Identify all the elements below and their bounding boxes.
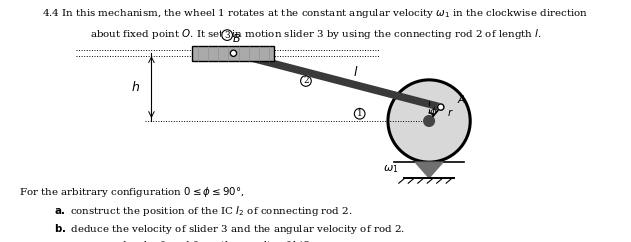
Text: For the arbitrary configuration $0 \leq \phi \leq 90°$,: For the arbitrary configuration $0 \leq … — [19, 185, 244, 199]
Text: 4.4 In this mechanism, the wheel 1 rotates at the constant angular velocity $\om: 4.4 In this mechanism, the wheel 1 rotat… — [42, 7, 589, 20]
Circle shape — [300, 76, 311, 86]
Text: $h$: $h$ — [131, 80, 140, 94]
Bar — [192, 46, 274, 60]
Text: $\omega_1$: $\omega_1$ — [384, 163, 399, 175]
Circle shape — [355, 108, 365, 119]
Text: 1: 1 — [357, 109, 363, 118]
Text: $r$: $r$ — [447, 107, 454, 119]
Text: $\mathbf{a.}$ construct the position of the IC $I_2$ of connecting rod 2.: $\mathbf{a.}$ construct the position of … — [54, 204, 352, 219]
Text: $\mathbf{c.}$ can $\mathbf{a}_B$ and $\alpha_2$ be found from the results of b)?: $\mathbf{c.}$ can $\mathbf{a}_B$ and $\a… — [54, 239, 310, 242]
Text: $\mathbf{b.}$ deduce the velocity of slider 3 and the angular velocity of rod 2.: $\mathbf{b.}$ deduce the velocity of sli… — [54, 222, 404, 236]
Text: $\phi$: $\phi$ — [429, 105, 438, 119]
Text: 2: 2 — [303, 76, 309, 85]
Circle shape — [222, 30, 232, 40]
Text: $l$: $l$ — [353, 65, 358, 79]
Circle shape — [230, 50, 237, 56]
Circle shape — [388, 80, 470, 162]
Polygon shape — [415, 162, 443, 178]
Text: about fixed point $O$. It sets in motion slider 3 by using the connecting rod 2 : about fixed point $O$. It sets in motion… — [90, 27, 541, 41]
Text: $B$: $B$ — [232, 31, 241, 44]
Circle shape — [424, 116, 434, 126]
Circle shape — [438, 104, 444, 110]
Text: $A$: $A$ — [456, 93, 466, 105]
Text: 3: 3 — [225, 30, 230, 40]
